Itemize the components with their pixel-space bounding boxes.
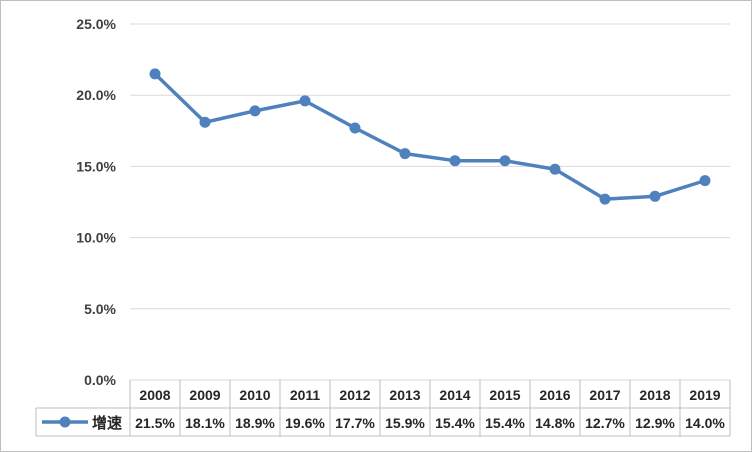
series-line <box>153 72 706 201</box>
y-tick-label: 15.0% <box>76 158 116 174</box>
x-tick-label: 2018 <box>639 387 670 403</box>
x-tick-label: 2008 <box>139 387 170 403</box>
data-table-value: 12.9% <box>635 415 675 431</box>
x-tick-label: 2015 <box>489 387 520 403</box>
legend-label: 增速 <box>92 414 122 432</box>
x-tick-label: 2019 <box>689 387 720 403</box>
data-point <box>449 155 461 167</box>
y-tick-label: 20.0% <box>76 87 116 103</box>
y-tick-label: 10.0% <box>76 230 116 246</box>
x-tick-label: 2012 <box>339 387 370 403</box>
y-tick-label: 5.0% <box>84 301 116 317</box>
data-table-value: 15.9% <box>385 415 425 431</box>
data-point <box>149 68 161 80</box>
y-tick-label: 0.0% <box>84 372 116 388</box>
legend: 增速 <box>42 414 122 432</box>
data-table-value: 12.7% <box>585 415 625 431</box>
y-axis-tick-labels: 0.0% 5.0% 10.0% 15.0% 20.0% 25.0% <box>76 16 116 388</box>
series-line-group <box>149 68 711 205</box>
data-table-value: 21.5% <box>135 415 175 431</box>
x-tick-label: 2010 <box>239 387 270 403</box>
x-axis-tick-labels: 2008 2009 2010 2011 2012 2013 2014 2015 2016 2017… <box>139 387 720 403</box>
x-tick-label: 2013 <box>389 387 420 403</box>
data-point <box>499 155 511 167</box>
data-table-value: 15.4% <box>485 415 525 431</box>
data-table-value: 19.6% <box>285 415 325 431</box>
x-tick-label: 2009 <box>189 387 220 403</box>
data-point <box>249 105 261 117</box>
data-table-value: 15.4% <box>435 415 475 431</box>
data-point <box>399 148 411 160</box>
y-tick-label: 25.0% <box>76 16 116 32</box>
legend-marker-icon <box>59 416 71 428</box>
data-table-value: 18.1% <box>185 415 225 431</box>
data-point <box>349 122 361 134</box>
data-point <box>299 95 311 107</box>
data-table-value: 14.0% <box>685 415 725 431</box>
data-point <box>199 116 211 128</box>
x-tick-label: 2016 <box>539 387 570 403</box>
x-tick-label: 2017 <box>589 387 620 403</box>
data-table-value: 14.8% <box>535 415 575 431</box>
data-point <box>549 163 561 175</box>
data-table-value: 18.9% <box>235 415 275 431</box>
data-point <box>699 175 711 187</box>
data-table: 21.5% 18.1% 18.9% 19.6% 17.7% 15.9% 15.4% 15.4%… <box>35 380 731 437</box>
data-point <box>649 190 661 202</box>
data-point <box>599 193 611 205</box>
data-table-value: 17.7% <box>335 415 375 431</box>
x-tick-label: 2014 <box>439 387 470 403</box>
x-tick-label: 2011 <box>290 387 321 403</box>
